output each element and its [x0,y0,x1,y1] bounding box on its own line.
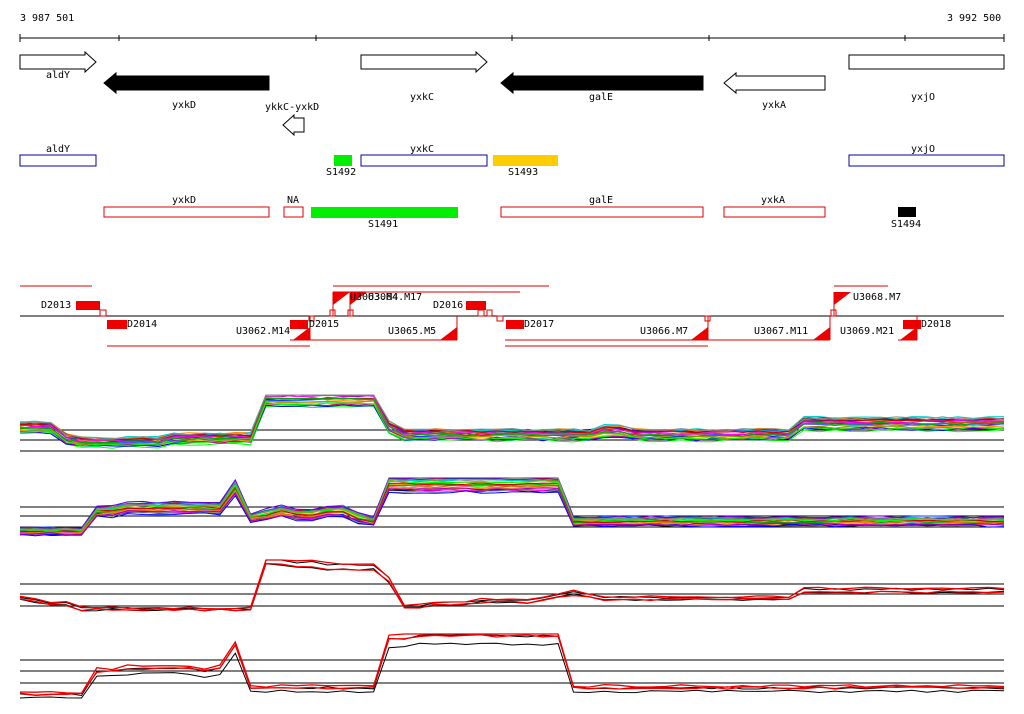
profile-curve-minus-strand-summary-2 [19,634,1005,696]
tu-flag-U3062[interactable] [293,327,310,340]
tu-label-D2017: D2017 [524,319,555,330]
feature-galE[interactable] [500,206,704,218]
feature-label-galE: galE [589,195,614,206]
profile-curve-plus-strand-all-conditions-19 [19,397,1005,444]
ruler-end-coordinate: 3 992 500 [947,13,1002,24]
profile-curve-plus-strand-all-conditions-2 [19,394,1005,440]
profile-curve-minus-strand-all-conditions-18 [19,486,1005,535]
profile-curve-minus-strand-all-conditions-21 [19,482,1005,533]
profile-curve-plus-strand-all-conditions-24 [19,402,1005,447]
gene-label-galE: galE [589,92,614,103]
feature-label-S1491: S1491 [368,219,399,230]
tu-block-D2018[interactable] [903,320,921,329]
tu-label-U3069: U3069.M21 [840,326,895,337]
ruler-start-coordinate: 3 987 501 [20,13,75,24]
tu-label-D2014: D2014 [127,319,158,330]
profile-curve-minus-strand-all-conditions-25 [19,477,1005,531]
coordinate-ruler [19,34,1005,42]
tu-flag-U3065[interactable] [440,327,457,340]
profile-curve-minus-strand-all-conditions-9 [19,489,1005,537]
tu-block-D2017[interactable] [506,320,524,329]
tu-block-D2015[interactable] [290,320,308,329]
gene-label-ykkC-yxkD: ykkC-yxkD [265,102,320,113]
tu-label-U3064: U3064.M17 [368,292,423,303]
feature-label-S1493: S1493 [508,167,539,178]
tu-label-U3062: U3062.M14 [236,326,291,337]
feature-label-aldY: aldY [46,144,71,155]
gene-arrow-yxkC[interactable] [360,50,488,74]
tu-flag-U3069[interactable] [900,327,917,340]
feature-NA[interactable] [283,206,304,218]
gene-label-aldY: aldY [46,70,71,81]
profile-curve-plus-strand-summary-0 [19,563,1005,612]
profile-curve-minus-strand-all-conditions-23 [19,487,1005,536]
tu-label-U3067: U3067.M11 [754,326,809,337]
feature-yxkA[interactable] [723,206,826,218]
tu-block-D2016[interactable] [466,301,486,310]
minus-feature-track [103,206,916,218]
gene-arrow-aldY[interactable] [19,50,97,74]
tu-label-U3063: U3063.M4 [350,292,399,303]
profile-curve-minus-strand-all-conditions-16 [19,487,1005,536]
profile-curve-plus-strand-all-conditions-25 [19,394,1005,440]
tu-label-D2015: D2015 [309,319,340,330]
feature-label-S1492: S1492 [326,167,357,178]
feature-label-yxkD: yxkD [172,195,197,206]
tu-label-D2018: D2018 [921,319,952,330]
tu-label-U3066: U3066.M7 [640,326,689,337]
gene-arrow-galE[interactable] [500,71,704,95]
tu-block-D2014[interactable] [107,320,127,329]
expression-profiles [19,394,1005,699]
tu-flag-U3067[interactable] [813,327,830,340]
profile-curve-minus-strand-summary-3 [19,633,1005,694]
feature-S1493[interactable] [493,155,558,166]
profile-curve-minus-strand-all-conditions-19 [19,482,1005,533]
tu-label-D2013: D2013 [41,300,72,311]
feature-label-S1494: S1494 [891,219,922,230]
profile-curve-minus-strand-summary-1 [19,642,1005,699]
feature-yxjO[interactable] [848,154,1005,167]
profile-curve-minus-strand-all-conditions-24 [19,480,1005,532]
gene-arrow-yxkD[interactable] [103,71,270,95]
feature-label-NA: NA [287,195,300,206]
profile-panel-minus-summary [20,659,1004,684]
feature-aldY[interactable] [19,154,97,167]
feature-yxkD[interactable] [103,206,270,218]
feature-yxkC[interactable] [360,154,488,167]
gene-arrow-yxkA[interactable] [723,71,826,95]
profile-curve-plus-strand-summary-3 [19,559,1005,610]
profile-curve-plus-strand-summary-2 [19,562,1005,612]
profile-curve-minus-strand-all-conditions-20 [19,490,1005,537]
gene-arrow-ykkC-yxkD[interactable] [282,113,305,137]
transcription-unit-track [20,285,1004,347]
tu-label-U3065: U3065.M5 [388,326,437,337]
gene-box-yxjO[interactable] [848,54,1005,70]
gene-label-yxkD: yxkD [172,100,197,111]
gene-label-yxkC: yxkC [410,92,435,103]
tu-label-U3068: U3068.M7 [853,292,902,303]
gene-track [19,50,1005,137]
feature-S1491[interactable] [311,207,458,218]
feature-S1494[interactable] [898,207,916,217]
tu-block-D2013[interactable] [76,301,100,310]
feature-label-yxkC: yxkC [410,144,435,155]
profile-curve-plus-strand-all-conditions-22 [19,400,1005,446]
tu-flag-U3063[interactable] [333,292,350,305]
feature-S1492[interactable] [334,155,352,166]
tu-flag-U3064[interactable] [350,292,367,305]
feature-label-yxjO: yxjO [911,144,936,155]
plus-feature-track [19,154,1005,167]
gene-label-yxkA: yxkA [762,100,787,111]
gene-label-yxjO: yxjO [911,92,936,103]
tu-label-D2016: D2016 [433,300,464,311]
profile-panel-plus-summary [20,583,1004,607]
tu-flag-U3066[interactable] [691,327,708,340]
tu-flag-U3068[interactable] [834,292,851,305]
feature-label-yxkA: yxkA [761,195,786,206]
